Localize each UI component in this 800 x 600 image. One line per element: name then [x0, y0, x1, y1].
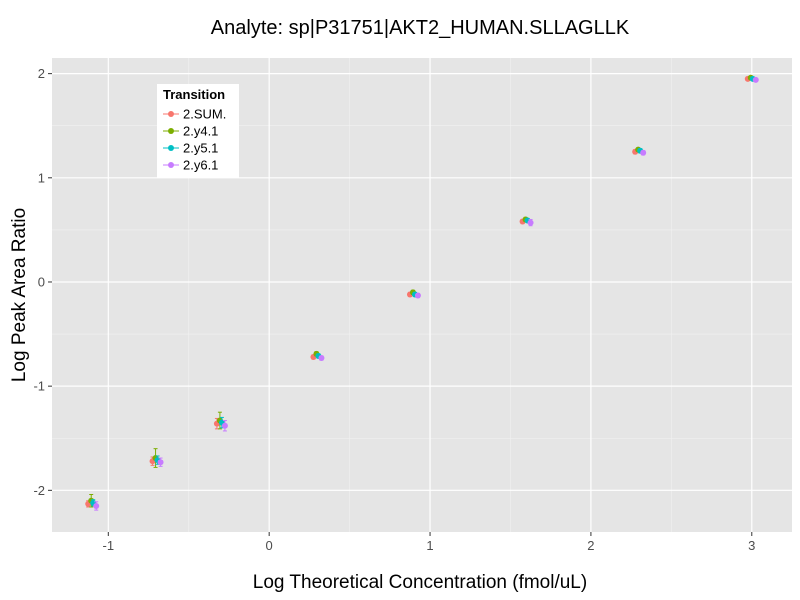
legend-key-point: [168, 111, 174, 117]
data-point: [414, 292, 421, 299]
x-tick-label: 0: [266, 538, 273, 553]
data-point: [640, 149, 647, 156]
y-tick-label: -1: [33, 379, 45, 394]
legend-label: 2.y4.1: [183, 124, 218, 139]
series-layer: [85, 74, 759, 511]
legend-label: 2.y5.1: [183, 141, 218, 156]
y-tick-label: 1: [38, 170, 45, 185]
data-point: [527, 219, 534, 226]
data-point: [318, 355, 325, 362]
series-2-y6-1: [93, 76, 759, 511]
legend-label: 2.y6.1: [183, 158, 218, 173]
chart-title: Analyte: sp|P31751|AKT2_HUMAN.SLLAGLLK: [211, 17, 630, 39]
y-axis-title: Log Peak Area Ratio: [9, 208, 30, 382]
grid-lines: [52, 58, 792, 532]
legend-key-point: [168, 145, 174, 151]
y-tick-label: -2: [33, 483, 45, 498]
x-axis-title: Log Theoretical Concentration (fmol/uL): [253, 572, 587, 593]
x-tick-label: 1: [426, 538, 433, 553]
legend-key-point: [168, 162, 174, 168]
y-axis: -2 -1 0 1 2: [33, 66, 52, 498]
x-tick-label: 3: [748, 538, 755, 553]
x-axis: -1 0 1 2 3: [103, 532, 755, 553]
x-tick-label: 2: [587, 538, 594, 553]
y-tick-label: 0: [38, 274, 45, 289]
legend-title: Transition: [163, 87, 225, 102]
legend-key-point: [168, 128, 174, 134]
data-point: [93, 502, 100, 509]
data-point: [221, 422, 228, 429]
data-point: [752, 76, 759, 83]
data-point: [157, 459, 164, 466]
legend-label: 2.SUM.: [183, 107, 226, 122]
legend: Transition 2.SUM. 2.y4.1 2.y5.1 2.y6.1: [157, 84, 239, 178]
x-tick-label: -1: [103, 538, 115, 553]
y-tick-label: 2: [38, 66, 45, 81]
